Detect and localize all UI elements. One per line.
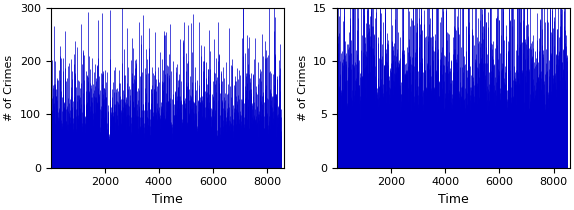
Y-axis label: # of Crimes: # of Crimes (4, 55, 14, 121)
X-axis label: Time: Time (438, 193, 469, 206)
Y-axis label: # of Crimes: # of Crimes (297, 55, 308, 121)
X-axis label: Time: Time (152, 193, 183, 206)
